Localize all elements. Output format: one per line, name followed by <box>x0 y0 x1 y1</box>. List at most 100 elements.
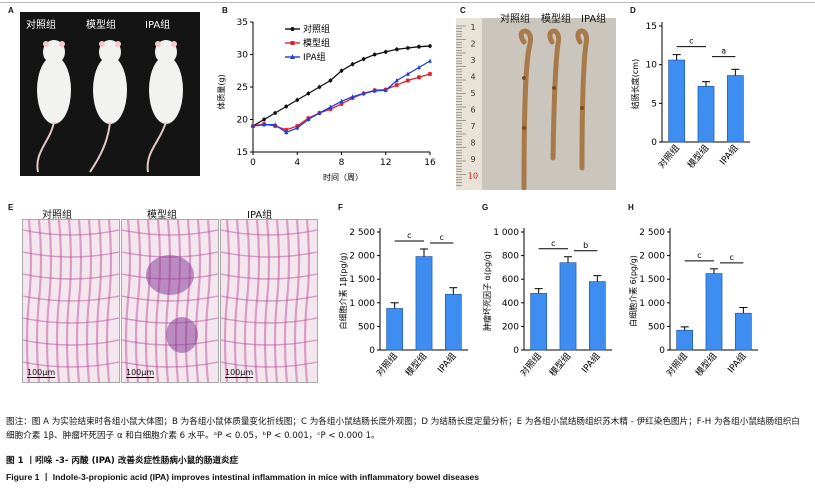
colon-photo: 1 2 3 4 5 6 7 8 9 10 <box>456 18 616 190</box>
weight-point <box>284 104 288 109</box>
h-y-tick-label: 1 000 <box>639 299 665 309</box>
weight-point <box>428 72 432 76</box>
weight-point <box>284 128 288 132</box>
weight-point <box>395 47 399 52</box>
ruler-number: 3 <box>470 56 475 65</box>
panel-c-letter: C <box>460 6 466 15</box>
mucosa-fold <box>23 361 119 368</box>
f-bar <box>386 308 404 351</box>
weight-y-tick-label: 15 <box>237 148 248 158</box>
f-bar <box>444 294 462 351</box>
weight-x-label: 时间（周） <box>323 172 363 182</box>
mucosa-fold <box>23 317 119 324</box>
histology-ipa: 100μm <box>220 219 318 383</box>
weight-y-tick-label: 25 <box>237 83 248 93</box>
d-bar <box>697 86 715 143</box>
villus <box>75 220 83 382</box>
d-bar <box>726 75 744 143</box>
villus <box>105 220 113 382</box>
scale-bar-control: 100μm <box>27 368 56 378</box>
weight-point <box>428 58 432 63</box>
h-bar <box>734 312 752 351</box>
mucosa-fold <box>221 339 317 346</box>
weight-series-0 <box>252 45 431 127</box>
panel-a-letter: A <box>8 6 14 15</box>
villus <box>174 220 182 382</box>
h-bar <box>705 273 723 351</box>
g-x-tick-label: 对照组 <box>517 350 544 378</box>
mucosa-fold <box>122 295 218 302</box>
panel-b-letter: B <box>222 6 228 15</box>
d-y-tick-label: 5 <box>651 99 657 109</box>
il1b-bar-chart: 0 500 1 000 1 500 2 000 2 500 白细胞介素 1β(pg/g) 对照… <box>338 228 468 379</box>
figure-note: 图注：图 A 为实验结束时各组小鼠大体图；B 为各组小鼠体质量变化折线图；C 为… <box>6 417 800 441</box>
ruler-number: 8 <box>470 139 475 148</box>
tnfa-bar-chart: 0 200 400 600 800 1 000 肿瘤坏死因子 α(pg/g) 对照组 模型组 IP… <box>482 228 612 379</box>
g-sig-label: b <box>583 241 588 250</box>
weight-line-chart: 15 20 25 30 35 0 4 8 12 16 体质量(g) 时间（周） 对照组 模型组 I… <box>216 18 436 182</box>
panel-f-letter: F <box>338 203 343 212</box>
f-x-tick-label: 对照组 <box>373 350 400 378</box>
weight-point <box>251 123 255 128</box>
f-bar <box>415 256 433 351</box>
villus <box>223 220 231 382</box>
mucosa-fold <box>23 273 119 280</box>
mucosa-fold <box>23 295 119 302</box>
h-y-label: 白细胞介素 6(pg/g) <box>628 255 638 327</box>
d-x-tick-label: 模型组 <box>685 142 712 170</box>
group-label-c-control: 对照组 <box>500 14 530 25</box>
d-x-tick-label: IPA组 <box>717 142 741 167</box>
f-y-tick-label: 0 <box>369 346 375 356</box>
ruler-number: 9 <box>470 155 475 164</box>
mice-illustration <box>20 12 200 176</box>
villus <box>65 220 73 382</box>
villus <box>45 220 53 382</box>
mucosa-fold <box>23 339 119 346</box>
weight-point <box>350 62 355 67</box>
weight-point <box>339 68 344 73</box>
scale-bar-ipa: 100μm <box>225 368 254 378</box>
mucosa-fold <box>23 229 119 236</box>
weight-point <box>394 78 399 83</box>
d-y-tick-label: 0 <box>651 138 657 148</box>
f-x-tick-label: IPA组 <box>435 350 459 375</box>
weight-point <box>417 44 421 49</box>
villus <box>35 220 43 382</box>
group-label-c-ipa: IPA组 <box>581 14 607 25</box>
g-bar <box>559 262 577 351</box>
weight-point <box>372 52 377 57</box>
h-y-tick-label: 1 500 <box>639 275 665 285</box>
weight-x-tick-label: 4 <box>294 158 300 168</box>
mucosa-fold <box>221 295 317 302</box>
mucosa-fold <box>221 251 317 258</box>
g-y-tick-label: 200 <box>502 322 519 332</box>
f-y-tick-label: 2 000 <box>349 252 375 262</box>
villus <box>293 220 301 382</box>
villus <box>194 220 202 382</box>
d-bar <box>668 59 686 143</box>
d-y-tick-label: 10 <box>646 61 658 71</box>
g-y-tick-label: 400 <box>502 299 519 309</box>
g-y-tick-label: 800 <box>502 252 519 262</box>
villus <box>144 220 152 382</box>
h-y-tick-label: 500 <box>648 322 665 332</box>
weight-point <box>417 75 421 80</box>
weight-point <box>361 91 366 96</box>
il6-bar-chart: 0 500 1 000 1 500 2 000 2 500 白细胞介素 6(pg/g) 对照组… <box>628 228 758 379</box>
f-sig-label: c <box>407 231 411 240</box>
scale-bar-model: 100μm <box>126 368 155 378</box>
weight-point <box>428 44 432 48</box>
d-y-label: 结肠长度(cm) <box>630 59 640 109</box>
villus <box>243 220 251 382</box>
villus <box>164 220 172 382</box>
weight-x-tick-label: 8 <box>339 158 345 168</box>
d-sig-label: a <box>721 47 726 56</box>
h-y-tick-label: 2 500 <box>639 228 665 238</box>
villus <box>95 220 103 382</box>
h-bar <box>676 329 694 351</box>
ruler-number: 10 <box>468 172 478 181</box>
h-y-tick-label: 0 <box>659 346 665 356</box>
weight-x-tick-label: 0 <box>250 158 256 168</box>
d-x-tick-label: 对照组 <box>655 142 682 170</box>
weight-y-tick-label: 30 <box>237 51 249 61</box>
